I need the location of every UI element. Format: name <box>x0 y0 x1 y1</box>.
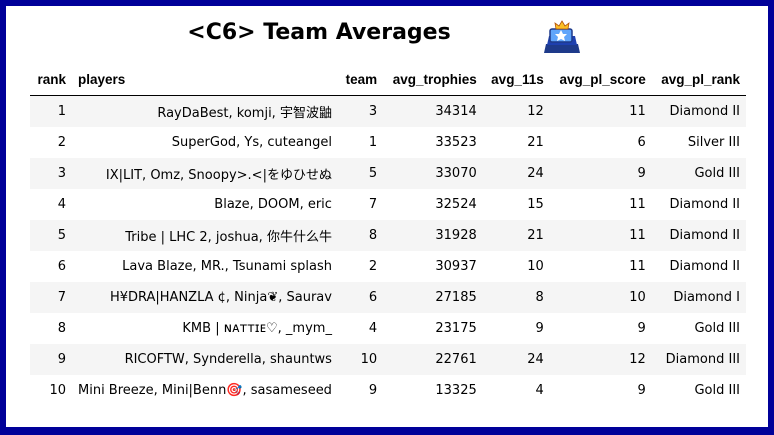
cell-rank: 10 <box>49 383 66 398</box>
header-players: players <box>72 64 338 96</box>
cell-avg-11s: 10 <box>527 259 544 274</box>
cell-avg-pl-score: 12 <box>549 344 652 375</box>
cell-avg-trophies: 34314 <box>383 95 483 127</box>
cell-avg-11s: 8 <box>482 282 550 313</box>
cell-avg-11s: 15 <box>527 197 544 212</box>
cell-avg-trophies: 31928 <box>383 220 483 251</box>
cell-team: 10 <box>337 344 384 375</box>
page-title: <C6> Team Averages <box>187 20 451 45</box>
cell-avg-pl-score: 10 <box>549 282 652 313</box>
cell-avg-pl-score: 11 <box>549 220 652 251</box>
header-avg-trophies: avg_trophies <box>383 64 483 96</box>
cell-players: H¥DRA|HANZLA ¢, Ninja❦, Saurav <box>72 282 338 313</box>
card: <C6> Team Averages rank players team avg… <box>6 6 768 427</box>
cell-avg-11s: 12 <box>482 95 550 127</box>
cell-avg-11s: 9 <box>535 321 544 336</box>
table-row: 4 Blaze, DOOM, eric 7 32524 15 11 Diamon… <box>30 189 746 220</box>
table-header-row: rank players team avg_trophies avg_11s a… <box>30 64 746 96</box>
cell-team: 4 <box>368 321 378 336</box>
cell-avg-pl-rank: Diamond II <box>651 95 746 127</box>
cell-avg-trophies: 32524 <box>435 197 477 212</box>
cell-avg-pl-rank: Diamond II <box>651 220 746 251</box>
trophy-icon <box>544 20 580 53</box>
cell-avg-trophies: 33070 <box>383 158 483 189</box>
cell-avg-trophies: 33523 <box>435 135 477 150</box>
table-row: 6 Lava Blaze, MR., Tsunami splash 2 3093… <box>30 251 746 282</box>
table-row: 5 Tribe | LHC 2, joshua, 你牛什么牛 8 31928 2… <box>30 220 746 251</box>
header-avg-11s: avg_11s <box>482 64 550 96</box>
cell-team: 3 <box>337 95 384 127</box>
cell-avg-11s: 24 <box>482 158 550 189</box>
cell-avg-pl-score: 9 <box>637 383 646 398</box>
cell-avg-pl-score: 6 <box>637 135 646 150</box>
table-row: 2 SuperGod, Ys, cuteangel 1 33523 21 6 S… <box>30 127 746 158</box>
cell-avg-trophies: 23175 <box>435 321 477 336</box>
cell-rank: 1 <box>30 95 72 127</box>
cell-rank: 7 <box>30 282 72 313</box>
cell-players: IX|LIT, Omz, Snoopy>.<|をゆひせぬ <box>72 158 338 189</box>
team-averages-table: rank players team avg_trophies avg_11s a… <box>30 64 746 406</box>
cell-avg-pl-score: 9 <box>637 321 646 336</box>
cell-rank: 4 <box>57 197 66 212</box>
header-team: team <box>337 64 384 96</box>
table-row: 8 KMB | ɴᴀᴛᴛɪᴇ♡, _mym_ 4 23175 9 9 Gold … <box>30 313 746 344</box>
cell-team: 8 <box>337 220 384 251</box>
cell-rank: 8 <box>57 321 66 336</box>
cell-rank: 2 <box>57 135 66 150</box>
cell-avg-pl-rank: Gold III <box>651 158 746 189</box>
cell-avg-pl-rank: Diamond III <box>651 344 746 375</box>
cell-players: KMB | ɴᴀᴛᴛɪᴇ♡, _mym_ <box>182 321 332 336</box>
cell-avg-pl-rank: Diamond I <box>651 282 746 313</box>
header-avg-pl-score: avg_pl_score <box>549 64 652 96</box>
cell-avg-11s: 21 <box>482 220 550 251</box>
header-rank: rank <box>30 64 72 96</box>
cell-players: RICOFTW, Synderella, shauntws <box>72 344 338 375</box>
cell-players: Tribe | LHC 2, joshua, 你牛什么牛 <box>72 220 338 251</box>
cell-avg-11s: 4 <box>535 383 544 398</box>
cell-team: 5 <box>337 158 384 189</box>
cell-avg-pl-rank: Diamond II <box>669 259 741 274</box>
cell-rank: 6 <box>57 259 66 274</box>
cell-avg-11s: 24 <box>482 344 550 375</box>
cell-rank: 3 <box>30 158 72 189</box>
cell-avg-pl-rank: Gold III <box>694 383 740 398</box>
header-avg-pl-rank: avg_pl_rank <box>651 64 746 96</box>
cell-team: 6 <box>337 282 384 313</box>
cell-players: SuperGod, Ys, cuteangel <box>171 135 332 150</box>
cell-avg-11s: 21 <box>527 135 544 150</box>
cell-players: Lava Blaze, MR., Tsunami splash <box>122 259 332 274</box>
cell-avg-trophies: 30937 <box>435 259 477 274</box>
cell-avg-pl-rank: Gold III <box>694 321 740 336</box>
table-row: 7 H¥DRA|HANZLA ¢, Ninja❦, Saurav 6 27185… <box>30 282 746 313</box>
cell-team: 1 <box>368 135 378 150</box>
cell-avg-pl-score: 11 <box>629 197 646 212</box>
cell-team: 7 <box>368 197 378 212</box>
cell-avg-trophies: 13325 <box>435 383 477 398</box>
cell-rank: 9 <box>30 344 72 375</box>
cell-team: 9 <box>368 383 378 398</box>
cell-avg-pl-score: 11 <box>549 95 652 127</box>
cell-players: RayDaBest, komji, 宇智波鼬 <box>72 95 338 127</box>
cell-avg-pl-score: 11 <box>629 259 646 274</box>
table-row: 3 IX|LIT, Omz, Snoopy>.<|をゆひせぬ 5 33070 2… <box>30 158 746 189</box>
cell-avg-pl-rank: Diamond II <box>669 197 741 212</box>
cell-team: 2 <box>368 259 378 274</box>
cell-players: Mini Breeze, Mini|Benn🎯, sasameseed <box>78 383 332 398</box>
table-row: 1 RayDaBest, komji, 宇智波鼬 3 34314 12 11 D… <box>30 95 746 127</box>
cell-avg-trophies: 22761 <box>383 344 483 375</box>
cell-rank: 5 <box>30 220 72 251</box>
cell-avg-pl-rank: Silver III <box>687 135 740 150</box>
table-row: 9 RICOFTW, Synderella, shauntws 10 22761… <box>30 344 746 375</box>
cell-avg-pl-score: 9 <box>549 158 652 189</box>
cell-avg-trophies: 27185 <box>383 282 483 313</box>
cell-players: Blaze, DOOM, eric <box>214 197 332 212</box>
table-row: 10 Mini Breeze, Mini|Benn🎯, sasameseed 9… <box>30 375 746 406</box>
